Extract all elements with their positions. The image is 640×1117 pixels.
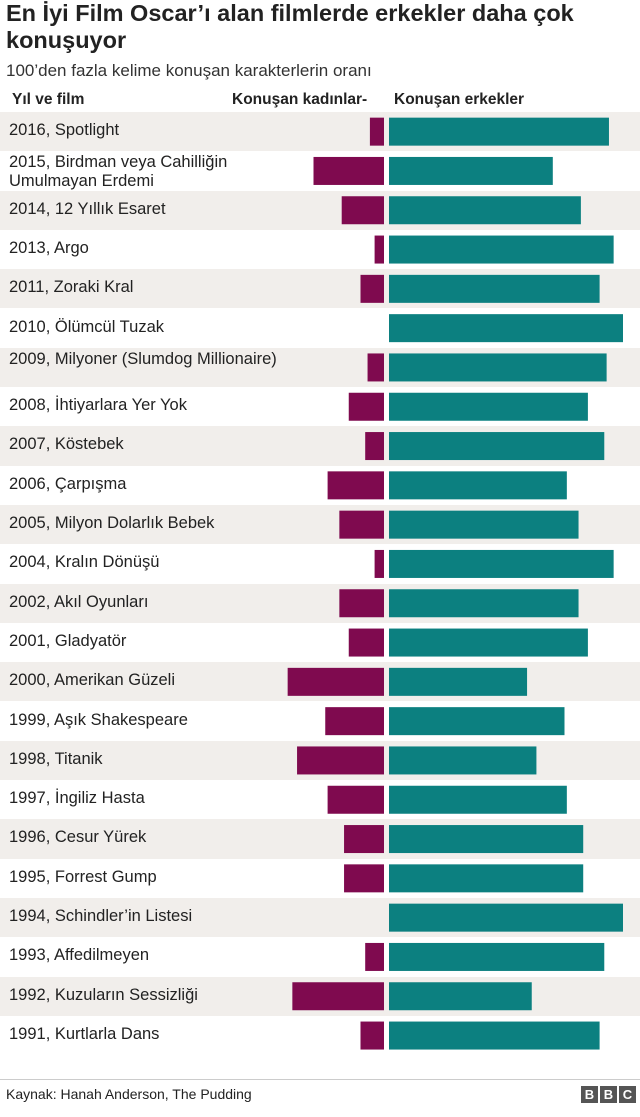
category-label: 1999, Aşık Shakespeare	[9, 710, 188, 729]
bar-women	[297, 746, 384, 775]
bar-women	[360, 1021, 384, 1050]
category-label: 1993, Affedilmeyen	[9, 946, 150, 965]
bar-women	[365, 432, 384, 461]
chart-rows: 2016, Spotlight 2015, Birdman veya Cahill…	[0, 112, 640, 1043]
bar-men	[389, 903, 623, 932]
bar-women	[339, 589, 384, 618]
bar-women	[344, 864, 384, 893]
bar-women	[292, 982, 384, 1011]
footer-divider	[0, 1079, 640, 1080]
bar-men	[389, 392, 588, 421]
category-label: 1991, Kurtlarla Dans	[9, 1024, 160, 1043]
bar-men	[389, 235, 614, 264]
category-label: 2002, Akıl Oyunları	[9, 592, 149, 611]
category-label: 2010, Ölümcül Tuzak	[9, 317, 164, 336]
legend-men: Konuşan erkekler	[394, 91, 525, 108]
category-header: Yıl ve film	[12, 91, 85, 108]
bar-women	[341, 196, 384, 225]
bar-men	[389, 864, 584, 893]
bar-men	[389, 353, 607, 382]
category-label: 2004, Kralın Dönüşü	[9, 553, 160, 572]
category-label: 2011, Zoraki Kral	[9, 278, 134, 297]
bar-women	[369, 117, 384, 146]
category-label: 1995, Forrest Gump	[9, 867, 157, 886]
category-label: 1994, Schindler’in Listesi	[9, 907, 193, 925]
bar-women	[313, 156, 384, 185]
bar-women	[339, 510, 384, 539]
bar-men	[389, 785, 567, 814]
bar-women	[367, 353, 384, 382]
bar-men	[389, 274, 600, 303]
logo-letter: C	[619, 1086, 636, 1103]
bar-women	[365, 942, 384, 971]
bar-men	[389, 1021, 600, 1050]
category-label: 1996, Cesur Yürek	[9, 828, 147, 847]
category-label: 2000, Amerikan Güzeli	[9, 671, 176, 690]
category-label: 2016, Spotlight	[9, 121, 120, 139]
category-label: 1997, İngiliz Hasta	[9, 789, 145, 808]
bar-women	[287, 667, 384, 696]
category-label: 2008, İhtiyarlara Yer Yok	[9, 396, 187, 415]
bar-women	[325, 707, 384, 736]
bar-women	[327, 785, 384, 814]
bar-women	[348, 392, 384, 421]
category-label: 2007, Köstebek	[9, 435, 124, 454]
category-label: 1992, Kuzuların Sessizliği	[9, 985, 198, 1004]
category-label: 2001, Gladyatör	[9, 631, 127, 650]
bar-women	[327, 471, 384, 500]
category-label: 2006, Çarpışma	[9, 474, 127, 493]
bar-women	[374, 549, 384, 578]
logo-letter: B	[600, 1086, 617, 1103]
source-note: Kaynak: Hanah Anderson, The Pudding	[6, 1086, 252, 1102]
bbc-logo: B B C	[581, 1086, 636, 1103]
bar-chart	[287, 117, 623, 1050]
legend-women: Konuşan kadınlar-	[232, 91, 368, 108]
chart-subtitle: 100’den fazla kelime konuşan karakterler…	[6, 61, 372, 80]
bar-men	[389, 549, 614, 578]
bar-men	[389, 589, 579, 618]
bar-men	[389, 432, 605, 461]
category-label: 1998, Titanik	[9, 749, 103, 768]
bar-women	[374, 235, 384, 264]
chart-title: En İyi Film Oscar’ı alan filmlerde erkek…	[6, 0, 574, 53]
bar-men	[389, 117, 609, 146]
bar-men	[389, 667, 528, 696]
category-label: 2015, Birdman veya Cahilliğin Umulmayan …	[9, 153, 228, 191]
category-label: 2014, 12 Yıllık Esaret	[9, 199, 166, 218]
bar-women	[344, 825, 384, 854]
logo-letter: B	[581, 1086, 598, 1103]
category-label: 2013, Argo	[9, 238, 89, 257]
bar-men	[389, 314, 623, 343]
bar-men	[389, 471, 567, 500]
bar-men	[389, 628, 588, 657]
bar-men	[389, 825, 584, 854]
category-label: 2009, Milyoner (Slumdog Millionaire)	[9, 349, 277, 368]
bar-men	[389, 510, 579, 539]
bar-men	[389, 156, 553, 185]
bar-women	[360, 274, 384, 303]
bar-men	[389, 982, 532, 1011]
bar-men	[389, 196, 581, 225]
bar-men	[389, 746, 537, 775]
bar-men	[389, 942, 605, 971]
category-label: 2005, Milyon Dolarlık Bebek	[9, 514, 215, 532]
bar-women	[348, 628, 384, 657]
bar-men	[389, 707, 565, 736]
